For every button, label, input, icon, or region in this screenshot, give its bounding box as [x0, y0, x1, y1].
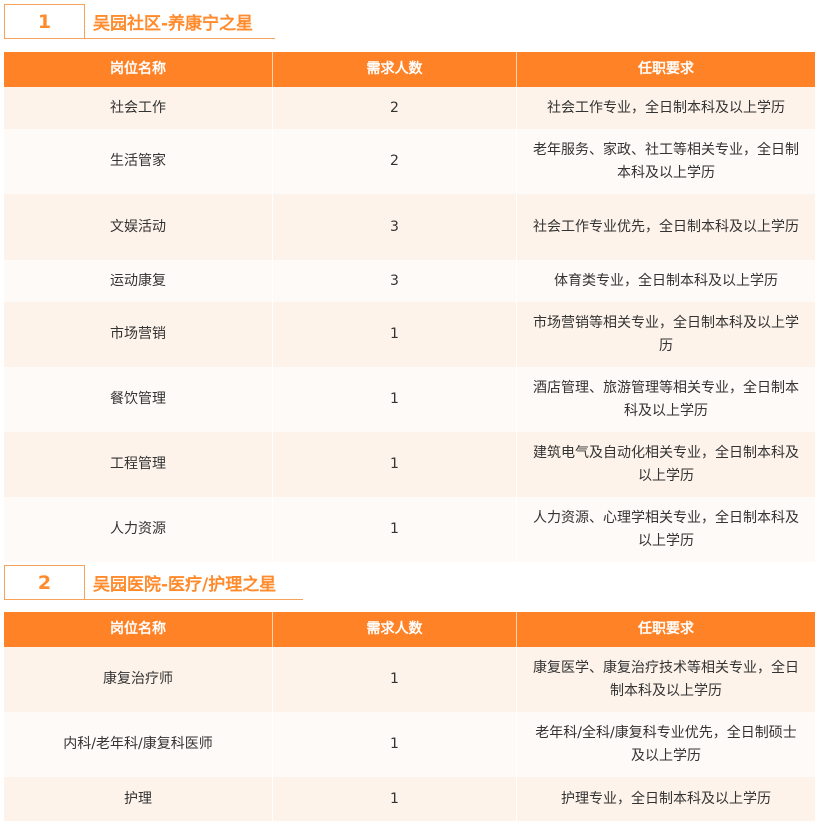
headcount: 1 — [272, 432, 516, 497]
position-name: 市场营销 — [110, 326, 166, 342]
requirement-cell: 市场营销等相关专业，全日制本科及以上学历 — [516, 302, 815, 367]
table-header: 岗位名称 需求人数 任职要求 — [4, 612, 815, 647]
section-2-table: 岗位名称 需求人数 任职要求 康复治疗师 1 康复医学、康复治疗技术等相关专业，全日… — [4, 612, 815, 821]
section-1-table: 岗位名称 需求人数 任职要求 社会工作 2 社会工作专业，全日制本科及以上学历生活管… — [4, 52, 815, 562]
section-1-title: 1 吴园社区-养康宁之星 — [4, 4, 275, 39]
table-row: 工程管理 1 建筑电气及自动化相关专业，全日制本科及以上学历 — [4, 432, 815, 497]
headcount: 2 — [272, 87, 516, 129]
headcount: 1 — [272, 647, 516, 712]
requirement: 体育类专业，全日制本科及以上学历 — [554, 272, 778, 289]
position-name: 生活管家 — [110, 153, 166, 169]
position-name: 社会工作 — [110, 99, 166, 116]
table-row: 护理 1 护理专业，全日制本科及以上学历 — [4, 777, 815, 821]
headcount: 3 — [272, 260, 516, 302]
section-2-title: 2 吴园医院-医疗/护理之星 — [4, 565, 303, 600]
header-requirement: 任职要求 — [516, 612, 815, 647]
headcount: 1 — [272, 712, 516, 777]
headcount: 2 — [272, 129, 516, 194]
table-row: 内科/老年科/康复科医师 1 老年科/全科/康复科专业优先，全日制硕士及以上学历 — [4, 712, 815, 777]
table-row: 餐饮管理 1 酒店管理、旅游管理等相关专业，全日制本科及以上学历 — [4, 367, 815, 432]
table-header: 岗位名称 需求人数 任职要求 — [4, 52, 815, 87]
requirement: 社会工作专业优先，全日制本科及以上学历 — [533, 218, 799, 235]
header-position: 岗位名称 — [110, 621, 166, 637]
requirement-cell: 酒店管理、旅游管理等相关专业，全日制本科及以上学历 — [516, 367, 815, 432]
requirement-cell: 社会工作专业，全日制本科及以上学历 — [516, 87, 815, 129]
requirement: 人力资源、心理学相关专业，全日制本科及以上学历 — [533, 509, 799, 549]
requirement-cell: 老年服务、家政、社工等相关专业，全日制本科及以上学历 — [516, 129, 815, 194]
requirement: 老年科/全科/康复科专业优先，全日制硕士及以上学历 — [535, 724, 797, 764]
header-position: 岗位名称 — [110, 61, 166, 77]
requirement-cell: 体育类专业，全日制本科及以上学历 — [516, 260, 815, 302]
section-name: 吴园社区-养康宁之星 — [85, 4, 275, 39]
headcount: 1 — [272, 302, 516, 367]
requirement-cell: 护理专业，全日制本科及以上学历 — [516, 777, 815, 821]
headcount: 1 — [272, 497, 516, 562]
requirement: 市场营销等相关专业，全日制本科及以上学历 — [533, 314, 799, 354]
requirement: 康复医学、康复治疗技术等相关专业，全日制本科及以上学历 — [533, 659, 799, 699]
table-row: 人力资源 1 人力资源、心理学相关专业，全日制本科及以上学历 — [4, 497, 815, 562]
header-count: 需求人数 — [272, 612, 516, 647]
position-name: 护理 — [124, 790, 152, 807]
requirement-cell: 康复医学、康复治疗技术等相关专业，全日制本科及以上学历 — [516, 647, 815, 712]
headcount: 1 — [272, 367, 516, 432]
headcount: 3 — [272, 194, 516, 260]
section-name: 吴园医院-医疗/护理之星 — [85, 565, 303, 600]
requirement-cell: 社会工作专业优先，全日制本科及以上学历 — [516, 194, 815, 260]
position-name: 运动康复 — [110, 272, 166, 289]
position-name: 人力资源 — [110, 521, 166, 537]
requirement: 建筑电气及自动化相关专业，全日制本科及以上学历 — [533, 444, 799, 484]
header-requirement: 任职要求 — [516, 52, 815, 87]
requirement: 社会工作专业，全日制本科及以上学历 — [547, 99, 785, 116]
headcount: 1 — [272, 777, 516, 821]
position-name: 文娱活动 — [110, 218, 166, 235]
table-row: 文娱活动 3 社会工作专业优先，全日制本科及以上学历 — [4, 194, 815, 260]
requirement-cell: 人力资源、心理学相关专业，全日制本科及以上学历 — [516, 497, 815, 562]
requirement: 护理专业，全日制本科及以上学历 — [561, 790, 771, 807]
position-name: 内科/老年科/康复科医师 — [63, 736, 213, 752]
section-number: 2 — [4, 565, 85, 600]
table-row: 生活管家 2 老年服务、家政、社工等相关专业，全日制本科及以上学历 — [4, 129, 815, 194]
requirement-cell: 老年科/全科/康复科专业优先，全日制硕士及以上学历 — [516, 712, 815, 777]
position-name: 工程管理 — [110, 456, 166, 472]
requirement: 酒店管理、旅游管理等相关专业，全日制本科及以上学历 — [533, 379, 799, 419]
requirement: 老年服务、家政、社工等相关专业，全日制本科及以上学历 — [533, 141, 799, 181]
table-row: 康复治疗师 1 康复医学、康复治疗技术等相关专业，全日制本科及以上学历 — [4, 647, 815, 712]
table-row: 运动康复 3 体育类专业，全日制本科及以上学历 — [4, 260, 815, 302]
position-name: 康复治疗师 — [103, 671, 173, 687]
table-row: 市场营销 1 市场营销等相关专业，全日制本科及以上学历 — [4, 302, 815, 367]
table-row: 社会工作 2 社会工作专业，全日制本科及以上学历 — [4, 87, 815, 129]
requirement-cell: 建筑电气及自动化相关专业，全日制本科及以上学历 — [516, 432, 815, 497]
header-count: 需求人数 — [272, 52, 516, 87]
position-name: 餐饮管理 — [110, 391, 166, 407]
section-number: 1 — [4, 4, 85, 39]
